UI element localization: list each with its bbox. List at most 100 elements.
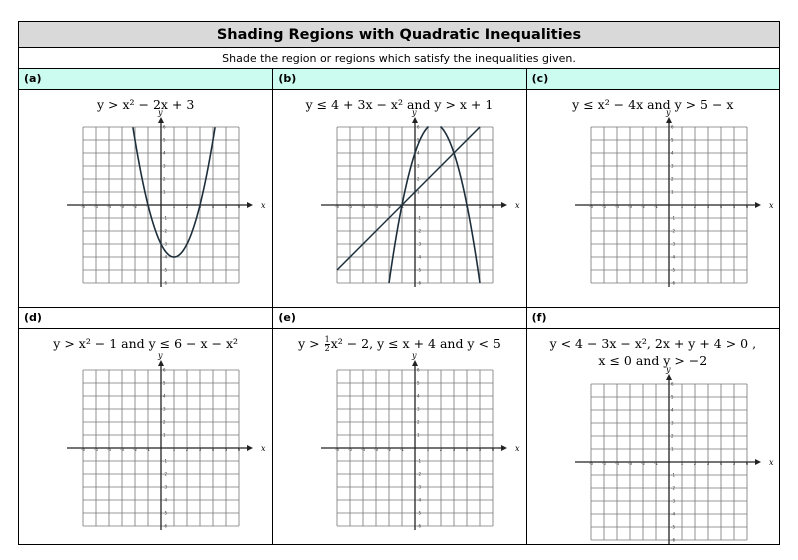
y-tick-label: 1	[671, 190, 674, 195]
inequality-line-2: x ≤ 0 and y > −2	[598, 353, 708, 368]
x-tick-label: 1	[173, 447, 176, 452]
x-tick-label: -5	[348, 204, 352, 209]
x-tick-label: 5	[479, 204, 482, 209]
x-tick-label: 2	[693, 461, 696, 466]
x-tick-label: 5	[225, 204, 228, 209]
coordinate-grid[interactable]: x y -6 -5 -4 -3 -2 -1 1 2 3 4 5 6 6 5 4 3 2 1 -1 -2 -3 -4 -5 -6	[567, 365, 774, 550]
x-tick-label: 5	[479, 447, 482, 452]
y-axis-arrow	[665, 374, 672, 380]
y-tick-label: -4	[417, 255, 421, 260]
x-tick-label: 1	[427, 447, 430, 452]
y-tick-label: -6	[671, 538, 675, 543]
x-tick-label: -5	[348, 447, 352, 452]
x-tick-label: 5	[225, 447, 228, 452]
x-tick-label: -2	[641, 461, 645, 466]
coordinate-grid[interactable]: x y -6 -5 -4 -3 -2 -1 1 2 3 4 5 6 6 5 4 3 2 1 -1 -2 -3 -4 -5 -6	[313, 108, 520, 293]
coordinate-grid[interactable]: x y -6 -5 -4 -3 -2 -1 1 2 3 4 5 6 6 5 4 3 2 1 -1 -2 -3 -4 -5 -6	[313, 351, 520, 536]
inequality-suffix: x² − 2, y ≤ x + 4 and y < 5	[330, 336, 501, 351]
x-tick-label: 3	[199, 447, 202, 452]
x-tick-label: -3	[120, 447, 124, 452]
y-tick-label: -4	[671, 255, 675, 260]
x-tick-label: 1	[680, 204, 683, 209]
x-axis-label: x	[261, 444, 266, 453]
y-tick-label: -6	[671, 281, 675, 286]
inequality: y > 1 2 x² − 2, y ≤ x + 4 and y < 5	[273, 335, 525, 353]
x-tick-label: -5	[94, 204, 98, 209]
y-tick-label: 5	[417, 381, 420, 386]
x-tick-label: -6	[589, 204, 593, 209]
x-tick-label: -2	[387, 447, 391, 452]
problem-label: (f)	[526, 308, 779, 329]
coordinate-grid[interactable]: x y -6 -5 -4 -3 -2 -1 1 2 3 4 5 6 6 5 4 3 2 1 -1 -2 -3 -4 -5 -6	[59, 108, 266, 293]
y-tick-label: 6	[417, 125, 420, 130]
grid-group: x y -6 -5 -4 -3 -2 -1 1 2 3 4 5 6 6 5 4 3 2 1 -1 -2 -3 -4 -5 -6	[574, 365, 774, 544]
y-tick-label: -3	[671, 242, 675, 247]
y-tick-label: -3	[671, 499, 675, 504]
x-axis-arrow	[754, 202, 761, 208]
x-tick-label: -3	[374, 447, 378, 452]
x-tick-label: 2	[186, 204, 189, 209]
x-tick-label: 5	[732, 204, 735, 209]
problem-d: (d) y > x² − 1 and y ≤ 6 − x − x² x y -6 -5…	[19, 308, 273, 545]
x-tick-label: 2	[693, 204, 696, 209]
y-tick-label: 6	[671, 125, 674, 130]
x-tick-label: -6	[81, 204, 85, 209]
x-tick-label: 2	[186, 447, 189, 452]
y-tick-label: -4	[671, 512, 675, 517]
y-tick-label: -5	[671, 268, 675, 273]
y-tick-label: -6	[163, 524, 167, 529]
y-tick-label: -2	[163, 472, 167, 477]
problem-label: (c)	[526, 69, 779, 90]
x-tick-label: 3	[453, 204, 456, 209]
x-tick-label: -5	[602, 461, 606, 466]
y-tick-label: 2	[163, 177, 166, 182]
x-tick-label: -2	[133, 447, 137, 452]
x-tick-label: -3	[374, 204, 378, 209]
x-tick-label: -3	[120, 204, 124, 209]
parabola-curve	[132, 127, 216, 258]
y-tick-label: 2	[163, 420, 166, 425]
x-tick-label: -4	[361, 204, 365, 209]
x-tick-label: 2	[440, 204, 443, 209]
y-tick-label: 6	[163, 125, 166, 130]
y-tick-label: 1	[163, 190, 166, 195]
inequality: y < 4 − 3x − x², 2x + y + 4 > 0 , x ≤ 0 …	[527, 335, 779, 369]
y-tick-label: 3	[163, 407, 166, 412]
coordinate-grid[interactable]: x y -6 -5 -4 -3 -2 -1 1 2 3 4 5 6 6 5 4 3 2 1 -1 -2 -3 -4 -5 -6	[567, 108, 774, 293]
x-tick-label: 3	[706, 461, 709, 466]
x-tick-label: 2	[440, 447, 443, 452]
x-tick-label: 5	[732, 461, 735, 466]
y-tick-label: 3	[417, 164, 420, 169]
graph-line	[336, 126, 481, 271]
y-tick-label: 4	[163, 151, 166, 156]
y-axis-arrow	[158, 360, 164, 366]
y-tick-label: 6	[163, 368, 166, 373]
x-axis-arrow	[501, 445, 508, 451]
y-axis-arrow	[158, 117, 164, 123]
grid-group: x y -6 -5 -4 -3 -2 -1 1 2 3 4 5 6 6 5 4 3 2 1 -1 -2 -3 -4 -5 -6	[574, 108, 774, 287]
x-tick-label: 4	[719, 204, 722, 209]
y-tick-label: -1	[417, 216, 421, 221]
y-tick-label: 4	[417, 151, 420, 156]
x-tick-label: -4	[615, 204, 619, 209]
problem-label: (e)	[273, 308, 526, 329]
x-tick-label: -4	[615, 461, 619, 466]
x-tick-label: -1	[400, 447, 404, 452]
y-tick-label: 6	[417, 368, 420, 373]
y-tick-label: 3	[671, 421, 674, 426]
x-tick-label: -2	[387, 204, 391, 209]
problem-row-2: (d) y > x² − 1 and y ≤ 6 − x − x² x y -6 -5…	[19, 307, 779, 545]
coordinate-grid[interactable]: x y -6 -5 -4 -3 -2 -1 1 2 3 4 5 6 6 5 4 3 2 1 -1 -2 -3 -4 -5 -6	[59, 351, 266, 536]
y-tick-label: -3	[417, 242, 421, 247]
x-tick-label: -4	[107, 447, 111, 452]
y-tick-label: 5	[417, 138, 420, 143]
x-tick-label: -3	[628, 204, 632, 209]
x-axis-label: x	[515, 444, 520, 453]
x-tick-label: -3	[628, 461, 632, 466]
x-tick-label: 4	[212, 204, 215, 209]
y-tick-label: 4	[163, 394, 166, 399]
x-tick-label: 6	[238, 204, 241, 209]
x-tick-label: -2	[641, 204, 645, 209]
problem-row-1: (a) y > x² − 2x + 3 x y -6 -5 -4 -3 -2 -1 1 2 3 4 5 6…	[19, 69, 779, 307]
